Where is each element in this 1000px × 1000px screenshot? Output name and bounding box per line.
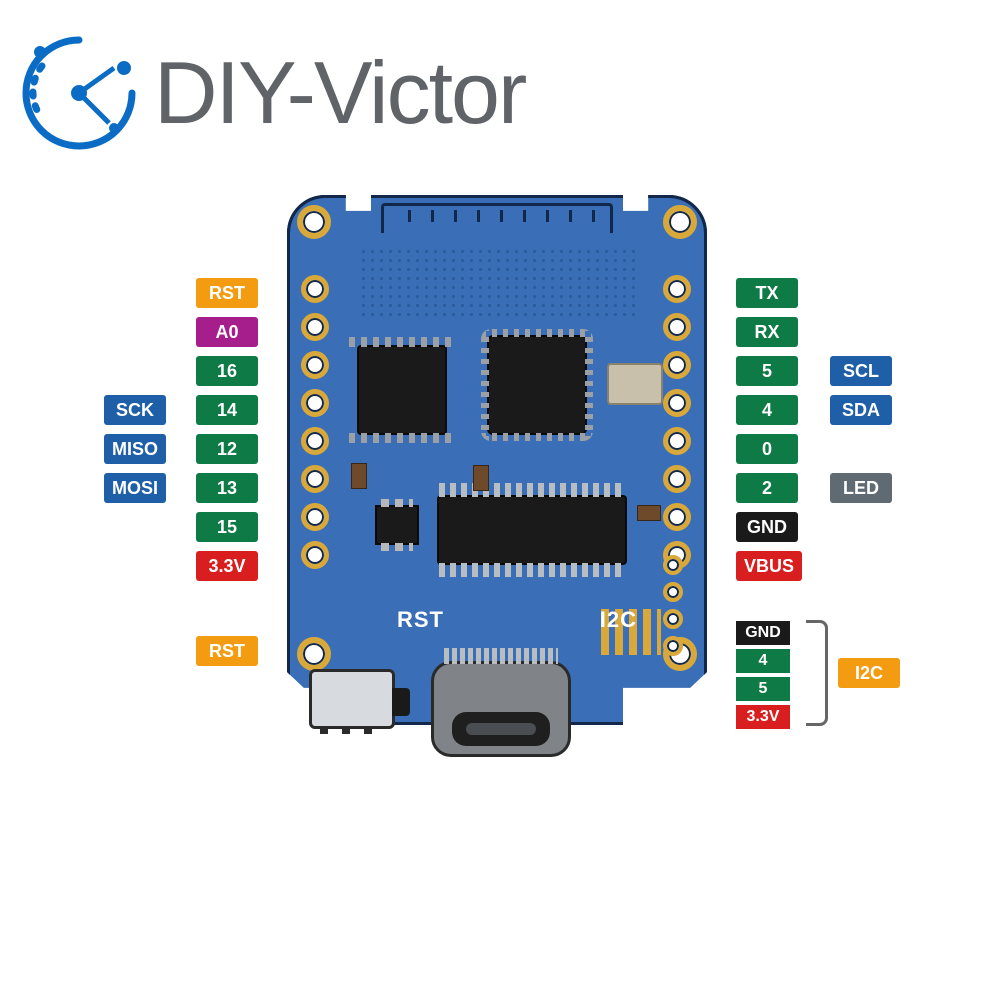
pin-i2c-3.3v: 3.3V — [736, 705, 790, 729]
pin-left-alt-sck: SCK — [104, 395, 166, 425]
pin-right-alt-sda: SDA — [830, 395, 892, 425]
pin-left-rst: RST — [196, 278, 258, 308]
pin-left-alt-mosi: MOSI — [104, 473, 166, 503]
pin-right-5: 5 — [736, 356, 798, 386]
silk-rst: RST — [397, 607, 444, 633]
pin-i2c-4: 4 — [736, 649, 790, 673]
brand-logo: DIY-Victor — [14, 28, 525, 158]
pin-right-2: 2 — [736, 473, 798, 503]
brand-name: DIY-Victor — [154, 42, 525, 144]
pin-left-a0: A0 — [196, 317, 258, 347]
pin-left-alt-miso: MISO — [104, 434, 166, 464]
pin-left-14: 14 — [196, 395, 258, 425]
i2c-bracket-label: I2C — [838, 658, 900, 688]
pin-right-vbus: VBUS — [736, 551, 802, 581]
silk-i2c: I2C — [600, 607, 637, 633]
pin-left-13: 13 — [196, 473, 258, 503]
chip-soic8 — [357, 345, 447, 435]
chip-usb-bridge — [437, 495, 627, 565]
pin-right-tx: TX — [736, 278, 798, 308]
pcb-board: RST I2C — [287, 195, 707, 725]
pin-rst-button: RST — [196, 636, 258, 666]
chip-regulator — [375, 505, 419, 545]
usb-c-port[interactable] — [431, 661, 571, 757]
pin-right-4: 4 — [736, 395, 798, 425]
logo-mark-icon — [14, 28, 144, 158]
pin-right-alt-led: LED — [830, 473, 892, 503]
pin-i2c-5: 5 — [736, 677, 790, 701]
reset-button[interactable] — [309, 669, 395, 729]
antenna-icon — [381, 203, 613, 233]
pin-right-alt-scl: SCL — [830, 356, 892, 386]
pin-i2c-gnd: GND — [736, 621, 790, 645]
pin-right-rx: RX — [736, 317, 798, 347]
chip-mcu — [487, 335, 587, 435]
canvas: DIY-Victor RST I2C RST A0 16 14 SCK 12 MISO 13 M… — [0, 0, 1000, 1000]
pin-right-gnd: GND — [736, 512, 798, 542]
crystal — [607, 363, 663, 405]
pin-right-0: 0 — [736, 434, 798, 464]
pin-left-3.3v: 3.3V — [196, 551, 258, 581]
pin-left-16: 16 — [196, 356, 258, 386]
pin-left-15: 15 — [196, 512, 258, 542]
pin-left-12: 12 — [196, 434, 258, 464]
